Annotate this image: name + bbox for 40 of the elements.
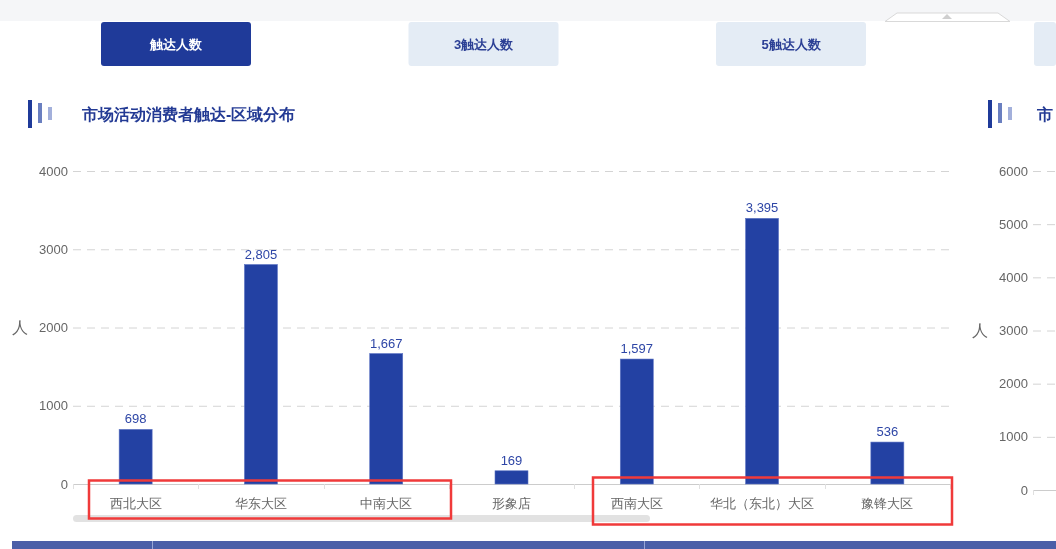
y-tick-label: 2000 [39,320,68,335]
text: 5触达人数 [761,36,822,52]
bar [118,429,153,485]
bar [619,358,654,485]
x-tick-label: 形象店 [492,496,531,511]
bar [369,353,404,485]
x-tick-label: 豫锋大区 [861,496,914,511]
data-label: 3,395 [745,200,779,216]
bar [870,441,905,485]
x-tick-label: 西北大区 [109,496,162,511]
y-tick-label: 3000 [999,323,1028,338]
y-tick-label: 2000 [999,376,1028,392]
y-tick-label: 0 [1020,482,1028,498]
y-axis-title: 人 [972,321,988,339]
y-tick-label: 0 [60,476,68,492]
chart-title: 市场活动消费者触达-区域分布 [81,106,296,123]
bar [244,264,278,485]
text: 市 [1036,106,1053,123]
y-tick-label: 3000 [39,241,68,257]
data-label: 1,667 [369,335,403,351]
x-tick-label: 华北（东北）大区 [710,496,815,511]
data-label: 1,597 [620,341,654,357]
y-tick-label: 4000 [999,269,1028,285]
y-tick-label: 6000 [999,163,1028,179]
y-tick-label: 1000 [39,398,68,414]
data-label: 536 [876,424,899,440]
x-tick-label: 西南大区 [610,496,663,511]
y-axis-title: 人 [12,318,28,336]
y-tick-label: 4000 [39,163,68,179]
data-label: 169 [500,452,523,468]
x-tick-label: 华东大区 [234,496,287,511]
bar [745,218,779,485]
text: 触达人数 [149,36,203,52]
data-label: 698 [124,411,147,427]
x-tick-label: 中南大区 [360,496,413,511]
y-tick-label: 5000 [999,216,1028,232]
bar [494,470,529,485]
data-label: 2,805 [244,246,278,262]
text: 3触达人数 [453,36,515,52]
y-tick-label: 1000 [999,429,1028,445]
